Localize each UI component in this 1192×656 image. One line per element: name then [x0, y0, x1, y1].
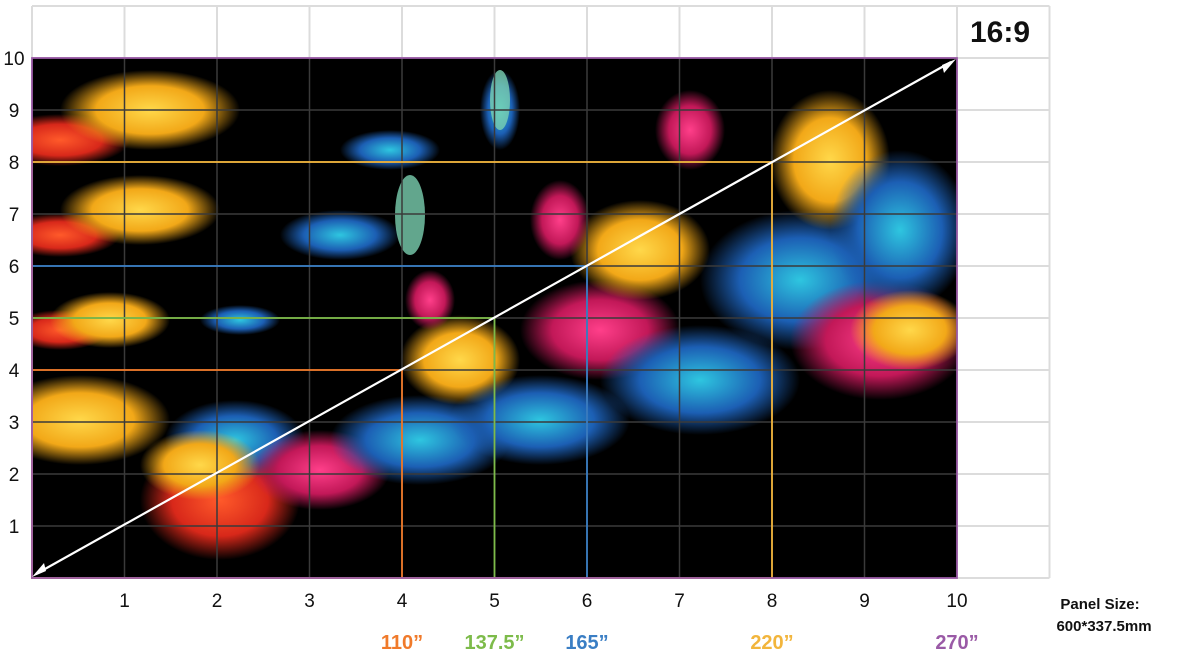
- screen-size-label: 220”: [750, 632, 793, 654]
- y-tick-label: 5: [9, 309, 20, 330]
- y-tick-label: 6: [9, 257, 20, 278]
- y-tick-label: 8: [9, 153, 20, 174]
- y-tick-label: 10: [3, 49, 24, 70]
- diagonal-arrow: [32, 59, 956, 577]
- x-tick-label: 2: [212, 591, 223, 612]
- screen-size-label: 110”: [381, 632, 423, 654]
- screen-size-outlines: [31, 57, 958, 579]
- x-tick-label: 3: [304, 591, 315, 612]
- screen-size-labels: 110” 137.5” 165” 220” 270”: [381, 632, 979, 654]
- x-tick-label: 6: [582, 591, 593, 612]
- x-tick-label: 9: [859, 591, 870, 612]
- x-tick-label: 4: [397, 591, 408, 612]
- panel-size-title: Panel Size:: [1060, 596, 1139, 613]
- x-tick-label: 5: [489, 591, 500, 612]
- y-tick-label: 7: [9, 205, 20, 226]
- y-axis-ticks: 1 2 3 4 5 6 7 8 9 10: [3, 49, 24, 538]
- panel-size-value: 600*337.5mm: [1056, 618, 1151, 635]
- y-tick-label: 4: [9, 361, 20, 382]
- x-tick-label: 7: [674, 591, 685, 612]
- screen-size-label: 137.5”: [464, 632, 524, 654]
- x-tick-label: 8: [767, 591, 778, 612]
- y-tick-label: 2: [9, 465, 20, 486]
- y-tick-label: 9: [9, 101, 20, 122]
- y-tick-label: 1: [9, 517, 20, 538]
- screen-size-outline: [31, 57, 958, 579]
- screen-size-label: 270”: [935, 632, 978, 654]
- screen-size-label: 165”: [565, 632, 608, 654]
- aspect-ratio-label: 16:9: [970, 16, 1030, 49]
- x-tick-label: 1: [119, 591, 130, 612]
- x-axis-ticks: 1 2 3 4 5 6 7 8 9 10: [119, 591, 967, 612]
- y-tick-label: 3: [9, 413, 20, 434]
- x-tick-label: 10: [946, 591, 967, 612]
